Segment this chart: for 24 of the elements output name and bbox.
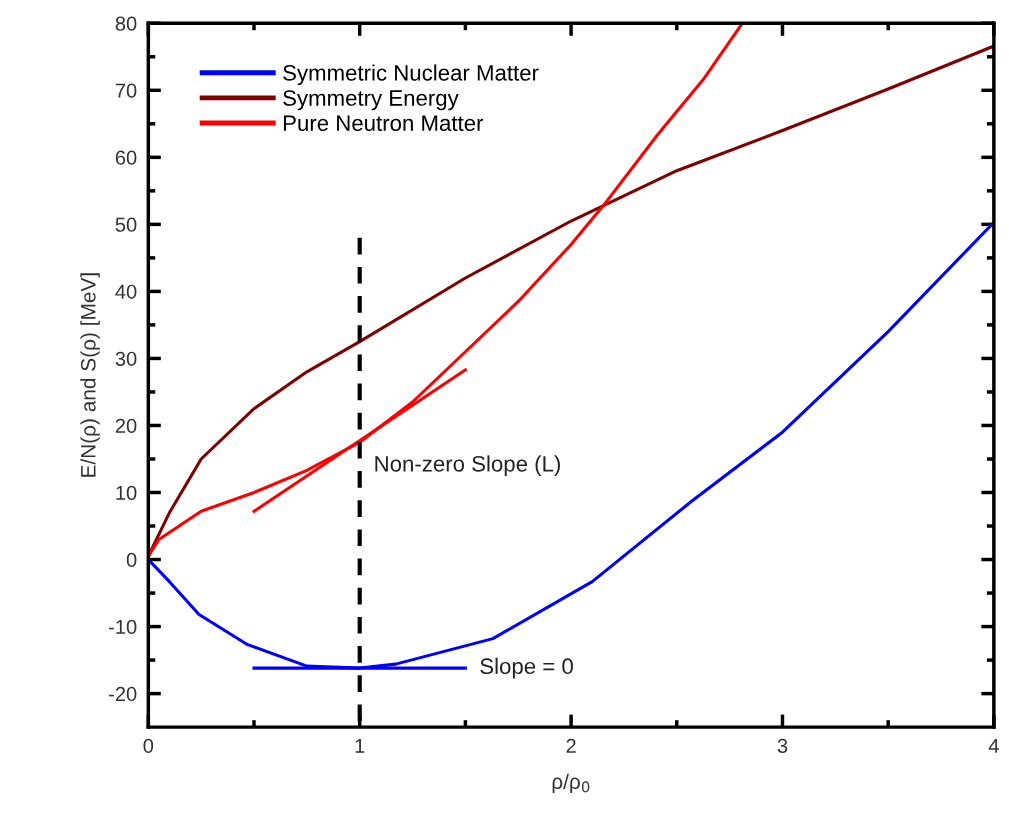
y-tick-label: 70 bbox=[115, 83, 137, 98]
y-tick-label: 50 bbox=[115, 217, 137, 232]
y-tick-label: 40 bbox=[115, 284, 137, 299]
legend-label: Pure Neutron Matter bbox=[283, 115, 484, 132]
x-tick-label: 3 bbox=[777, 738, 788, 754]
annotation: Non-zero Slope (L) bbox=[375, 455, 560, 477]
x-tick-label: 1 bbox=[355, 738, 365, 753]
x-axis-title: ρ/ρ$_{0}$ bbox=[552, 773, 590, 794]
y-tick-label: 0 bbox=[126, 552, 137, 568]
y-tick-label: 10 bbox=[116, 485, 137, 500]
y-tick-label: 30 bbox=[115, 351, 137, 366]
y-tick-label: 20 bbox=[115, 418, 137, 433]
y-tick-label: -20 bbox=[109, 686, 137, 702]
x-tick-label: 0 bbox=[143, 738, 154, 754]
line-series bbox=[148, 23, 744, 558]
annotation: Slope = 0 bbox=[480, 657, 573, 679]
legend-label: Symmetric Nuclear Matter bbox=[283, 64, 539, 86]
legend-label: Symmetry Energy bbox=[283, 90, 459, 111]
y-axis-title: E/N(ρ) and S(ρ) [MeV] bbox=[80, 273, 100, 477]
x-tick-label: 2 bbox=[566, 738, 576, 753]
y-tick-label: 60 bbox=[115, 150, 137, 165]
y-tick-label: -10 bbox=[109, 619, 137, 635]
y-tick-label: 80 bbox=[115, 16, 137, 31]
x-tick-label: 4 bbox=[988, 738, 999, 753]
